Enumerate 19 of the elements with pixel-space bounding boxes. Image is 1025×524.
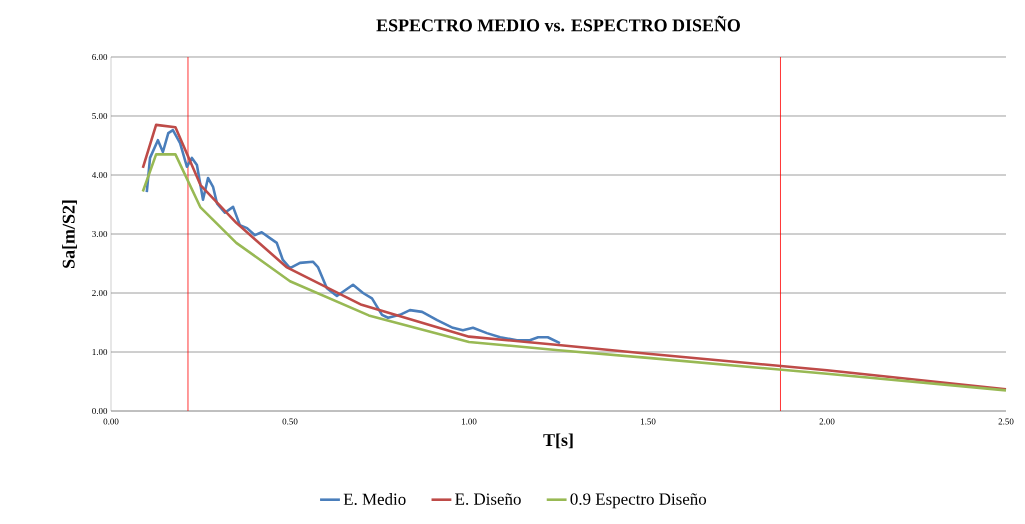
y-tick-label: 5.00 [92,112,108,120]
x-tick-label: 2.00 [819,418,835,425]
legend-label: E. Medio [343,493,406,506]
x-tick-label: 0.50 [282,418,298,425]
y-axis-title: Sa[m/S2] [62,200,77,268]
y-tick-label: 1.00 [92,348,108,356]
y-tick-label: 0.00 [92,407,108,415]
legend-label: E. Diseño [455,493,521,505]
y-tick-label: 2.00 [92,289,108,297]
x-tick-label: 2.50 [998,418,1014,425]
y-tick-label: 4.00 [91,171,108,179]
chart-title: ESPECTRO MEDIO vs. ESPECTRO DISEÑO [376,15,740,32]
legend-label: 0.9 Espectro Diseño [570,493,707,509]
x-tick-label: 0.00 [103,418,119,425]
x-tick-label: 1.50 [640,418,656,425]
y-tick-label: 6.00 [92,53,108,61]
x-axis-title: T[s] [543,433,573,449]
y-tick-label: 3.00 [92,230,108,238]
x-tick-label: 1.00 [461,418,477,425]
